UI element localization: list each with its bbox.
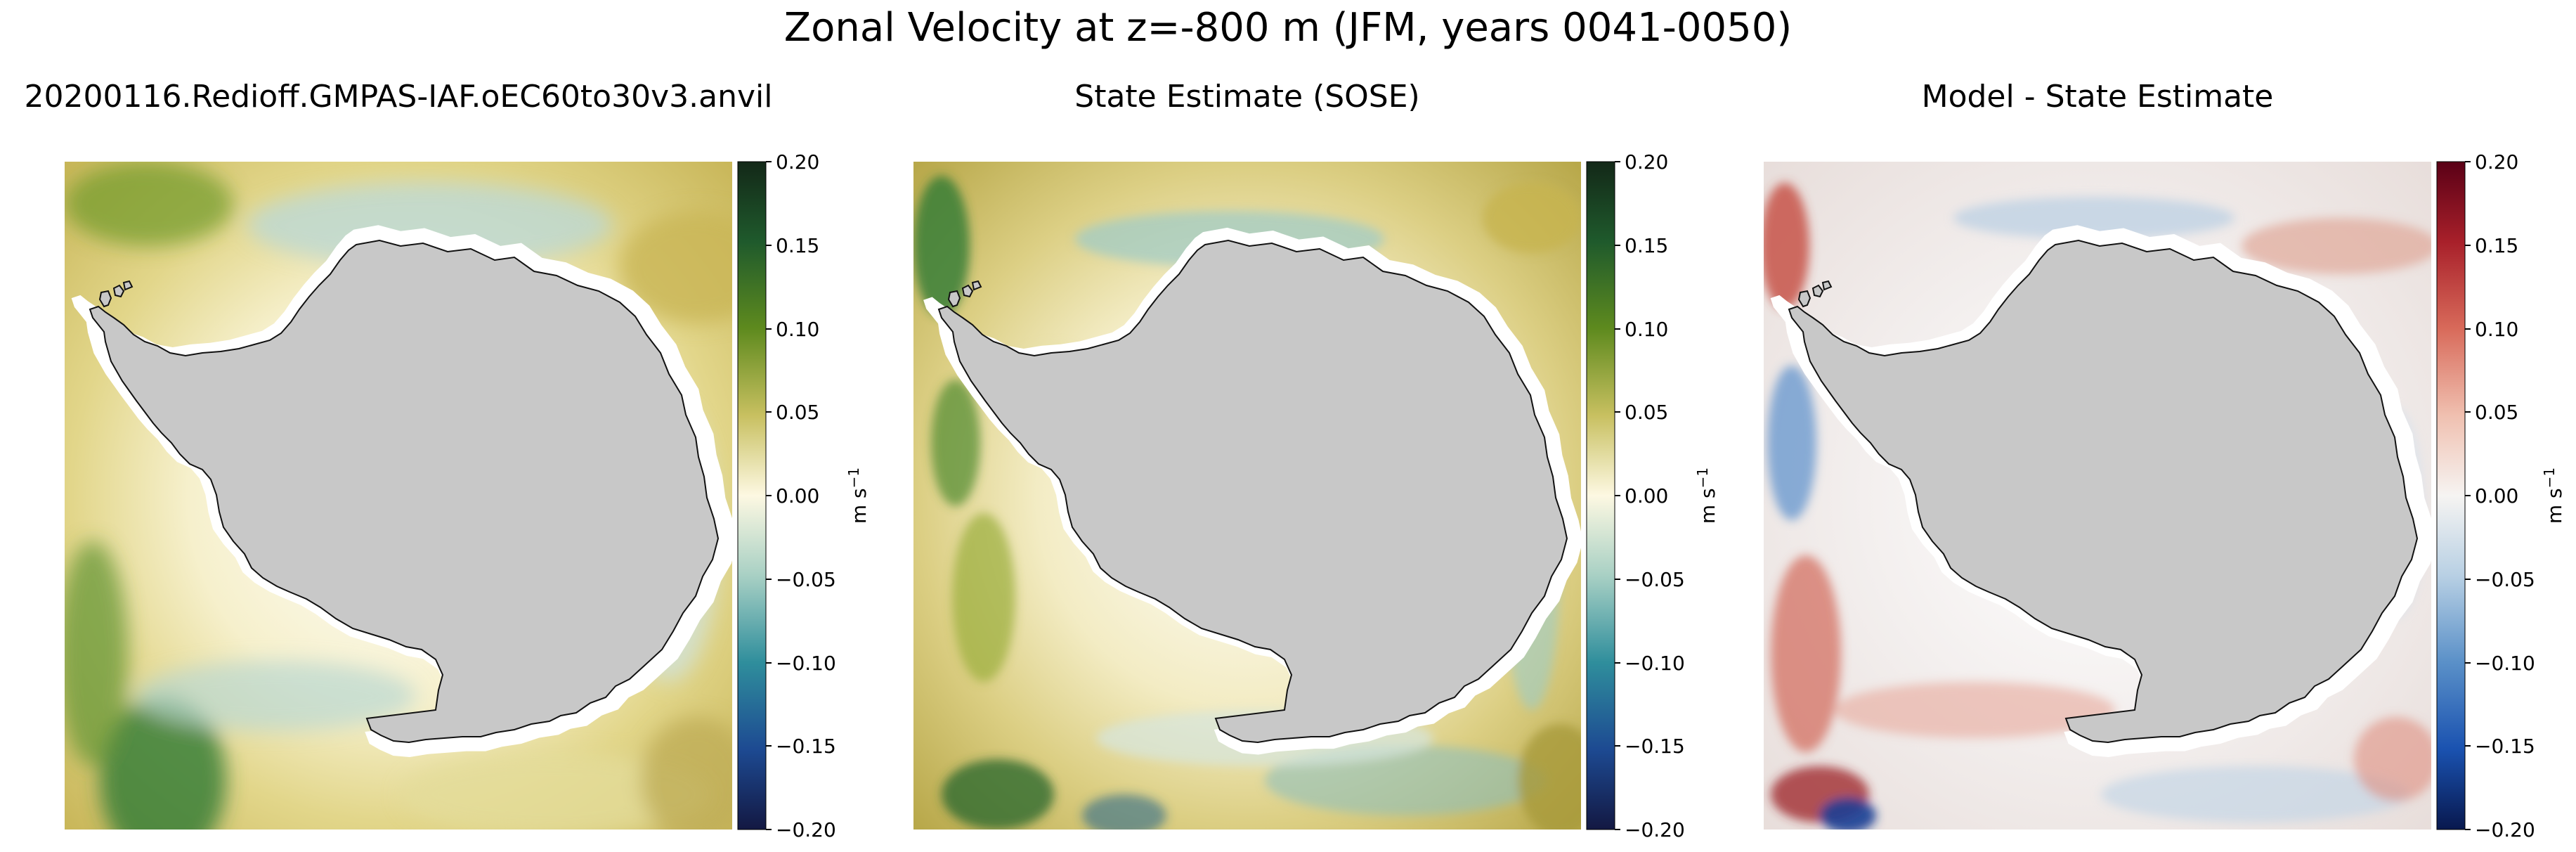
colorbar-label-sose: m s−1	[1694, 467, 1719, 524]
tick-label: −0.10	[776, 652, 836, 675]
colorbar-sose	[1586, 161, 1615, 830]
tick-label: 0.10	[776, 318, 819, 341]
panel-title-model: 20200116.Redioff.GMPAS-IAF.oEC60to30v3.a…	[25, 79, 773, 115]
panel-difference: Model - State Estimate	[1764, 79, 2566, 841]
tick-label: 0.00	[1625, 484, 1668, 508]
tick-label: −0.15	[776, 735, 836, 758]
panel-title-sose: State Estimate (SOSE)	[1074, 79, 1419, 115]
tick-label: 0.20	[1625, 150, 1668, 174]
tick-label: −0.20	[1625, 818, 1685, 841]
figure-suptitle: Zonal Velocity at z=-800 m (JFM, years 0…	[784, 5, 1792, 51]
tick-label: −0.05	[1625, 568, 1685, 591]
tick-label: −0.20	[776, 818, 836, 841]
tick-label: 0.10	[1625, 318, 1668, 341]
colorbar-label-model: m s−1	[845, 467, 871, 524]
map-model	[65, 162, 732, 830]
tick-label: −0.15	[2475, 735, 2535, 758]
map-sose	[913, 162, 1581, 830]
panel-model: 20200116.Redioff.GMPAS-IAF.oEC60to30v3.a…	[25, 79, 871, 841]
panel-sose: State Estimate (SOSE)	[913, 79, 1719, 841]
tick-label: 0.15	[1625, 234, 1668, 257]
colorbar-ticks-sose: 0.20 0.15 0.10 0.05 0.00 −0.05 −0.10 −0.…	[1615, 150, 1685, 841]
tick-label: 0.05	[2475, 401, 2518, 424]
map-difference	[1764, 162, 2431, 830]
tick-label: 0.05	[776, 401, 819, 424]
colorbar-ticks-model: 0.20 0.15 0.10 0.05 0.00 −0.05 −0.10 −0.…	[766, 150, 836, 841]
tick-label: 0.15	[776, 234, 819, 257]
panel-title-difference: Model - State Estimate	[1922, 79, 2274, 115]
tick-label: 0.00	[776, 484, 819, 508]
tick-label: 0.20	[2475, 150, 2518, 174]
tick-label: −0.15	[1625, 735, 1685, 758]
tick-label: 0.20	[776, 150, 819, 174]
tick-label: 0.00	[2475, 484, 2518, 508]
tick-label: −0.10	[1625, 652, 1685, 675]
tick-label: −0.05	[2475, 568, 2535, 591]
tick-label: 0.10	[2475, 318, 2518, 341]
colorbar-ticks-difference: 0.20 0.15 0.10 0.05 0.00 −0.05 −0.10 −0.…	[2465, 150, 2535, 841]
colorbar-difference	[2436, 161, 2466, 830]
colorbar-label-difference: m s−1	[2541, 467, 2566, 524]
tick-label: 0.05	[1625, 401, 1668, 424]
tick-label: −0.10	[2475, 652, 2535, 675]
tick-label: −0.20	[2475, 818, 2535, 841]
tick-label: −0.05	[776, 568, 836, 591]
colorbar-model	[737, 161, 767, 830]
tick-label: 0.15	[2475, 234, 2518, 257]
